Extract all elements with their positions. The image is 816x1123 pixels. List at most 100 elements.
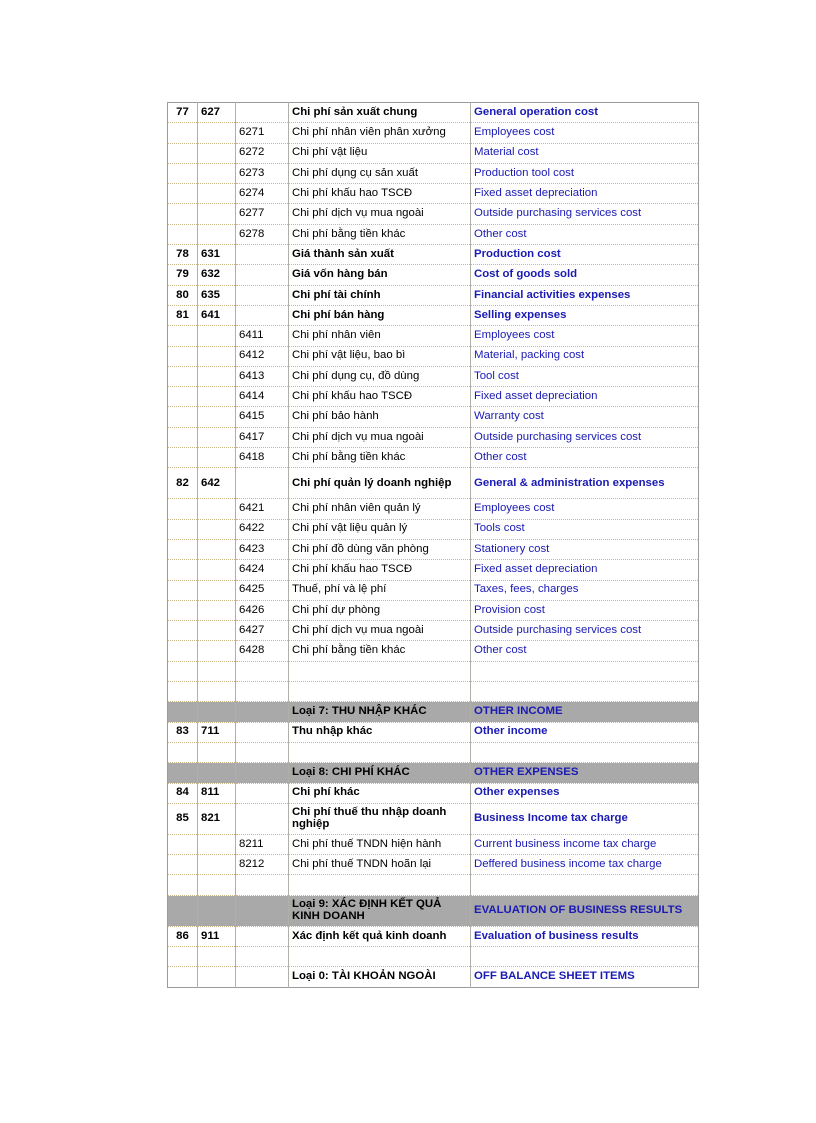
cell-account-level2: 6424 — [235, 559, 289, 581]
cell-name-vietnamese: Chi phí khấu hao TSCĐ — [288, 559, 471, 581]
chart-of-accounts-table: 77 627 Chi phí sản xuất chung General opera… — [167, 102, 699, 988]
cell-name-vietnamese: Chi phí khấu hao TSCĐ — [288, 183, 471, 205]
table-row: 6277 Chi phí dịch vụ mua ngoài Outside pur… — [167, 203, 699, 225]
cell-index — [167, 366, 198, 388]
cell-name-english — [470, 874, 699, 896]
spacer-row — [167, 874, 699, 896]
cell-name-vietnamese: Chi phí dự phòng — [288, 600, 471, 622]
cell-name-english: Other cost — [470, 640, 699, 662]
cell-account-level2: 6272 — [235, 143, 289, 164]
cell-index — [167, 519, 198, 540]
cell-account-level2: 6426 — [235, 600, 289, 622]
cell-name-vietnamese: Thu nhập khác — [288, 722, 471, 743]
section-header-row: Loại 8: CHI PHÍ KHÁC OTHER EXPENSES — [167, 762, 699, 784]
cell-name-vietnamese: Chi phí thuế TNDN hoãn lại — [288, 854, 471, 876]
cell-account-level1 — [197, 580, 236, 601]
cell-name-vietnamese: Chi phí khấu hao TSCĐ — [288, 386, 471, 408]
spacer-row — [167, 661, 699, 683]
table-row: 79 632 Giá vốn hàng bán Cost of goods sold — [167, 264, 699, 286]
cell-account-level2 — [235, 661, 289, 683]
cell-account-level2 — [235, 701, 289, 723]
table-row: 6412 Chi phí vật liệu, bao bì Material, pa… — [167, 346, 699, 367]
cell-name-vietnamese: Chi phí tài chính — [288, 285, 471, 306]
cell-account-level2 — [235, 783, 289, 804]
cell-index — [167, 427, 198, 449]
cell-name-english: Taxes, fees, charges — [470, 580, 699, 601]
cell-account-level1 — [197, 834, 236, 856]
cell-account-level2: 8211 — [235, 834, 289, 856]
table-row: 6422 Chi phí vật liệu quản lý Tools cost — [167, 519, 699, 540]
cell-account-level1 — [197, 640, 236, 662]
table-row: 78 631 Giá thành sản xuất Production cost — [167, 244, 699, 266]
table-row: 6411 Chi phí nhân viên Employees cost — [167, 325, 699, 347]
cell-index — [167, 946, 198, 968]
cell-index — [167, 762, 198, 784]
cell-name-vietnamese: Chi phí khác — [288, 783, 471, 804]
table-row: 6274 Chi phí khấu hao TSCĐ Fixed asset dep… — [167, 183, 699, 205]
cell-index — [167, 183, 198, 205]
cell-name-vietnamese: Chi phí nhân viên quản lý — [288, 498, 471, 520]
cell-name-english — [470, 946, 699, 968]
cell-name-english: Outside purchasing services cost — [470, 620, 699, 642]
cell-account-level2: 6277 — [235, 203, 289, 225]
table-row: 6426 Chi phí dự phòng Provision cost — [167, 600, 699, 622]
cell-name-english: Other cost — [470, 224, 699, 246]
cell-account-level1 — [197, 854, 236, 876]
cell-name-vietnamese: Chi phí thuế TNDN hiện hành — [288, 834, 471, 856]
table-row: 6271 Chi phí nhân viên phân xưởng Employee… — [167, 122, 699, 144]
cell-name-english: Stationery cost — [470, 539, 699, 561]
cell-account-level1 — [197, 661, 236, 683]
cell-index: 78 — [167, 244, 198, 266]
table-row: 8211 Chi phí thuế TNDN hiện hành Current b… — [167, 834, 699, 856]
cell-index — [167, 539, 198, 561]
cell-account-level1: 631 — [197, 244, 236, 266]
cell-index — [167, 640, 198, 662]
cell-name-english: Employees cost — [470, 122, 699, 144]
cell-name-english: Production tool cost — [470, 163, 699, 185]
cell-index: 77 — [167, 102, 198, 124]
cell-account-level2 — [235, 722, 289, 743]
cell-index — [167, 834, 198, 856]
cell-name-vietnamese: Chi phí dịch vụ mua ngoài — [288, 203, 471, 225]
cell-name-vietnamese: Loại 9: XÁC ĐỊNH KẾT QUẢ KINH DOANH — [288, 895, 471, 927]
cell-name-english: Other cost — [470, 447, 699, 469]
cell-name-english: Tools cost — [470, 519, 699, 540]
cell-name-english: EVALUATION OF BUSINESS RESULTS — [470, 895, 699, 927]
cell-index — [167, 681, 198, 703]
cell-index — [167, 163, 198, 185]
cell-account-level1 — [197, 183, 236, 205]
table-row: 6415 Chi phí bảo hành Warranty cost — [167, 406, 699, 428]
cell-account-level2: 6427 — [235, 620, 289, 642]
table-row: 85 821 Chi phí thuế thu nhập doanh nghiệp B… — [167, 803, 699, 835]
cell-account-level1 — [197, 762, 236, 784]
cell-account-level1 — [197, 498, 236, 520]
cell-name-vietnamese: Chi phí vật liệu — [288, 143, 471, 164]
cell-index — [167, 600, 198, 622]
table-body: 77 627 Chi phí sản xuất chung General opera… — [167, 102, 699, 988]
cell-name-vietnamese: Chi phí dụng cụ sản xuất — [288, 163, 471, 185]
cell-account-level2 — [235, 762, 289, 784]
cell-name-english: General & administration expenses — [470, 467, 699, 500]
cell-index — [167, 895, 198, 927]
cell-account-level2: 6425 — [235, 580, 289, 601]
cell-name-english: Business Income tax charge — [470, 803, 699, 835]
cell-name-english: Outside purchasing services cost — [470, 427, 699, 449]
table-row: 6425 Thuế, phí và lệ phí Taxes, fees, char… — [167, 580, 699, 601]
spacer-row — [167, 742, 699, 764]
cell-account-level1 — [197, 519, 236, 540]
cell-account-level1 — [197, 559, 236, 581]
cell-name-english: Material cost — [470, 143, 699, 164]
cell-account-level1: 635 — [197, 285, 236, 306]
cell-account-level1 — [197, 325, 236, 347]
table-row: 6418 Chi phí bằng tiền khác Other cost — [167, 447, 699, 469]
table-row: 6272 Chi phí vật liệu Material cost — [167, 143, 699, 164]
cell-index: 82 — [167, 467, 198, 500]
cell-name-vietnamese — [288, 661, 471, 683]
cell-name-english: Production cost — [470, 244, 699, 266]
cell-name-english: Employees cost — [470, 325, 699, 347]
cell-name-english — [470, 661, 699, 683]
cell-account-level1 — [197, 895, 236, 927]
table-row: 8212 Chi phí thuế TNDN hoãn lại Deffered b… — [167, 854, 699, 876]
cell-index: 84 — [167, 783, 198, 804]
